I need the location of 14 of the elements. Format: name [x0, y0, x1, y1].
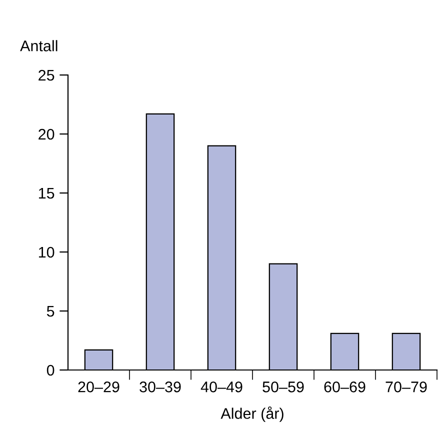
x-tick-label: 70–79	[386, 382, 427, 392]
y-tick-label: 10	[38, 246, 54, 258]
x-tick-label: 30–39	[140, 382, 181, 392]
x-tick-label: 60–69	[324, 382, 366, 392]
y-tick-label: 15	[38, 188, 54, 199]
y-tick-label: 5	[46, 306, 54, 317]
y-axis-title: Antall	[20, 40, 58, 52]
x-tick-label: 20–29	[78, 382, 120, 392]
x-axis-title: Alder (år)	[220, 406, 284, 422]
y-tick-label: 0	[46, 364, 54, 376]
y-tick-label: 20	[38, 128, 54, 140]
x-tick-label: 40–49	[200, 382, 242, 392]
y-tick-label: 25	[38, 70, 54, 81]
x-tick-label: 50–59	[262, 382, 304, 392]
